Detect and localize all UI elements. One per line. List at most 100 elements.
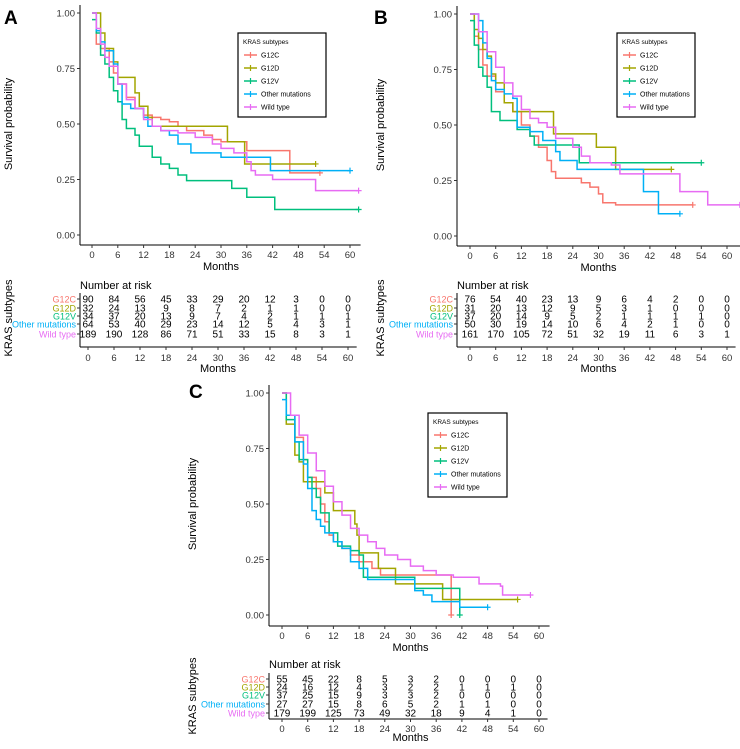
y-tick-label: 0.50 [57,120,76,131]
risk-x-tick-label: 42 [645,353,656,364]
risk-count: 0 [511,691,517,702]
risk-count: 9 [356,691,362,702]
risk-count: 2 [241,304,247,315]
risk-x-tick-label: 0 [85,353,90,364]
risk-count: 2 [433,675,439,686]
risk-count: 0 [536,675,542,686]
risk-count: 32 [593,330,605,341]
risk-count: 2 [408,683,414,694]
risk-x-tick-label: 6 [493,353,498,364]
risk-count: 14 [516,312,528,323]
risk-x-tick-label: 36 [431,724,442,735]
risk-count: 20 [490,304,502,315]
risk-count: 8 [293,330,299,341]
x-tick-label: 12 [138,250,149,261]
risk-x-tick-label: 0 [467,353,472,364]
risk-count: 37 [464,312,476,323]
risk-row-label: Other mutations [201,700,266,710]
risk-count: 1 [673,312,679,323]
risk-count: 0 [724,304,730,315]
risk-count: 6 [382,700,388,711]
risk-count: 1 [459,683,465,694]
risk-count: 1 [647,304,653,315]
risk-row-label: G12V [242,691,265,701]
x-tick-label: 42 [645,251,656,262]
risk-count: 8 [189,304,195,315]
risk-x-axis-title: Months [200,363,237,375]
risk-count: 4 [293,320,299,331]
x-tick-label: 30 [216,250,227,261]
censor-mark [355,187,362,194]
legend-title: KRAS subtypes [243,39,289,46]
risk-count: 31 [464,304,476,315]
risk-count: 199 [299,709,316,720]
risk-count: 5 [267,320,273,331]
x-tick-label: 6 [493,251,498,262]
legend-box [237,32,327,118]
risk-count: 0 [485,691,491,702]
x-tick-label: 18 [164,250,175,261]
risk-count: 0 [511,675,517,686]
legend-item: Wild type [261,105,290,112]
risk-count: 0 [724,295,730,306]
risk-count: 189 [80,330,97,341]
risk-count: 9 [163,304,169,315]
x-tick-label: 24 [190,250,201,261]
risk-count: 15 [328,691,340,702]
risk-count: 0 [511,700,517,711]
y-tick-label: 0.75 [246,444,265,455]
risk-count: 8 [356,700,362,711]
km-curve-g12v [470,19,702,164]
censor-mark [689,201,696,208]
risk-count: 15 [328,700,340,711]
risk-count: 53 [108,320,120,331]
panel-C: C0.000.250.500.751.000 6 12 18 24 30 36 42 48 54 6… [187,382,550,744]
risk-count: 0 [724,320,730,331]
risk-count: 37 [108,312,120,323]
panel-label: A [4,8,18,29]
risk-count: 72 [542,330,554,341]
risk-count: 1 [511,709,517,720]
legend-item: Other mutations [640,92,690,99]
risk-x-tick-label: 36 [619,353,630,364]
legend-box [616,32,696,118]
x-tick-label: 6 [305,631,310,642]
x-tick-label: 0 [467,251,472,262]
risk-row-label: G12C [429,295,453,305]
y-tick-label: 1.00 [434,10,453,21]
risk-count: 73 [354,709,366,720]
risk-count: 8 [356,675,362,686]
risk-row-label: G12D [429,304,453,314]
risk-count: 45 [302,675,314,686]
y-tick-label: 0.25 [434,176,453,187]
risk-count: 56 [134,295,146,306]
risk-x-tick-label: 30 [405,724,416,735]
risk-count: 2 [433,700,439,711]
y-axis-title: Survival probability [187,457,199,550]
risk-count: 12 [328,683,340,694]
risk-count: 34 [82,312,94,323]
risk-x-tick-label: 30 [213,353,224,364]
risk-row-label: Other mutations [389,320,454,330]
risk-count: 32 [405,709,417,720]
risk-count: 6 [673,330,679,341]
risk-count: 190 [106,330,123,341]
x-tick-label: 0 [279,631,284,642]
risk-row-label: Wild type [39,330,76,340]
risk-count: 0 [536,691,542,702]
risk-count: 76 [464,295,476,306]
x-tick-label: 24 [380,631,391,642]
risk-count: 27 [302,700,314,711]
risk-count: 10 [567,320,579,331]
risk-x-tick-label: 48 [670,353,681,364]
risk-count: 0 [345,304,351,315]
risk-count: 125 [325,709,342,720]
risk-count: 20 [238,295,250,306]
risk-count: 0 [319,304,325,315]
risk-x-tick-label: 60 [343,353,354,364]
risk-count: 128 [132,330,149,341]
risk-x-tick-label: 60 [722,353,733,364]
legend-item: G12V [261,79,279,86]
x-tick-label: 6 [115,250,120,261]
